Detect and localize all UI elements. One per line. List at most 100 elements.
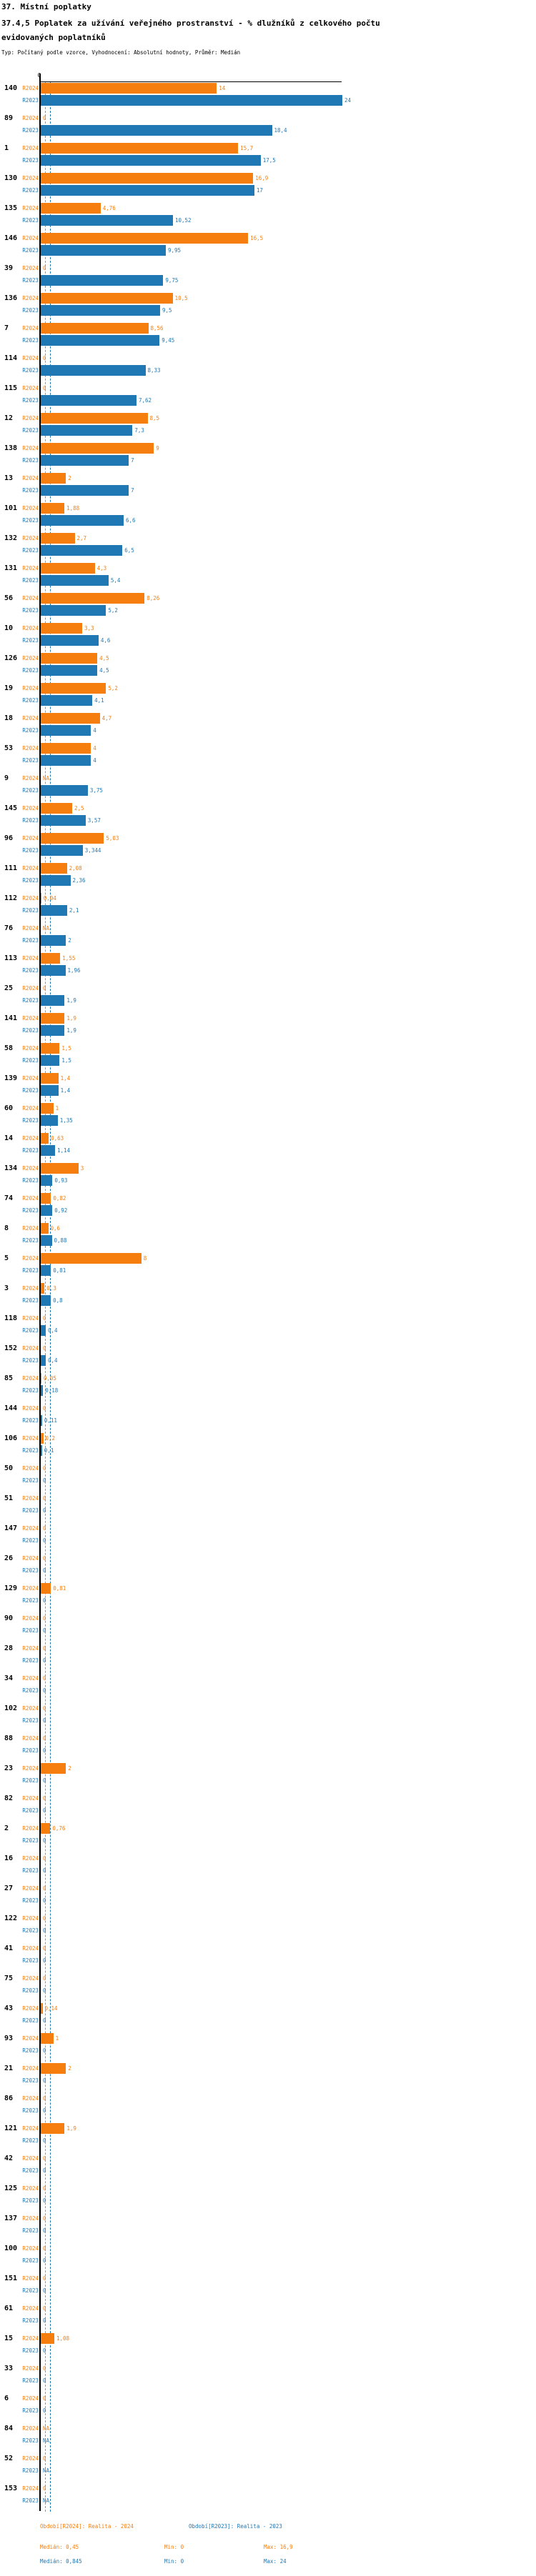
row-id-label: 118	[4, 1314, 18, 1322]
chart-group: 126 R2024 4,5 R2023 4,5	[0, 653, 536, 676]
value-label-r2024: 1,88	[66, 505, 80, 511]
row-id-label: 51	[4, 1494, 14, 1502]
value-label-r2024: 0	[43, 1465, 46, 1472]
chart-group: 34 R2024 0 R2023 0	[0, 1673, 536, 1696]
value-label-r2024: 3	[80, 1165, 84, 1172]
bar-r2023	[41, 1175, 53, 1186]
series-label-r2024: R2024	[22, 835, 39, 842]
bar-r2024	[41, 743, 91, 754]
value-label-r2023: 0	[43, 1777, 46, 1784]
series-label-r2023: R2023	[22, 817, 39, 824]
bar-r2023	[41, 545, 123, 556]
value-label-r2023: 0,8	[53, 1297, 63, 1304]
value-label-r2024: 0	[43, 2245, 46, 2252]
series-label-r2023: R2023	[22, 487, 39, 494]
bar-r2024	[41, 1583, 51, 1594]
value-label-r2024: 4,5	[99, 655, 109, 662]
series-label-r2023: R2023	[22, 2347, 39, 2354]
value-label-r2023: 0	[43, 1477, 46, 1484]
value-label-r2023: 4,1	[94, 697, 104, 704]
row-id-label: 106	[4, 1434, 18, 1442]
chart-group: 100 R2024 0 R2023 0	[0, 2243, 536, 2266]
value-label-r2024: 0	[43, 1795, 46, 1802]
value-label-r2024: 0,6	[50, 1225, 61, 1232]
bar-r2023	[41, 815, 86, 826]
bar-r2023	[41, 305, 160, 316]
value-label-r2023: 0	[43, 1507, 46, 1514]
axis-zero-label: 0	[36, 72, 43, 79]
row-id-label: 126	[4, 654, 18, 662]
series-label-r2023: R2023	[22, 1927, 39, 1934]
row-id-label: 42	[4, 2155, 14, 2162]
series-label-r2024: R2024	[22, 1765, 39, 1772]
value-label-r2024: 5,2	[108, 685, 118, 692]
series-label-r2024: R2024	[22, 2245, 39, 2252]
series-label-r2023: R2023	[22, 1087, 39, 1094]
series-label-r2024: R2024	[22, 2395, 39, 2402]
bar-r2024	[41, 2033, 54, 2044]
row-id-label: 130	[4, 174, 18, 182]
report-subtitle: 37.4,5 Poplatek za užívání veřejného pro…	[1, 19, 380, 42]
value-label-r2024: 9	[156, 445, 159, 451]
chart-group: 56 R2024 8,26 R2023 5,2	[0, 593, 536, 616]
bar-r2023	[41, 935, 66, 946]
series-label-r2024: R2024	[22, 1405, 39, 1412]
value-label-r2023: 7,3	[134, 427, 144, 434]
row-id-label: 3	[4, 1284, 9, 1292]
chart-group: 153 R2024 0 R2023 NA	[0, 2483, 536, 2506]
series-label-r2023: R2023	[22, 1297, 39, 1304]
value-label-r2023: 0	[43, 1747, 46, 1754]
row-id-label: 6	[4, 2395, 9, 2402]
series-label-r2024: R2024	[22, 925, 39, 932]
series-label-r2024: R2024	[22, 955, 39, 962]
series-label-r2024: R2024	[22, 2035, 39, 2042]
row-id-label: 115	[4, 384, 18, 392]
series-label-r2023: R2023	[22, 1777, 39, 1784]
value-label-r2024: 0	[43, 2305, 46, 2312]
chart-group: 90 R2024 0 R2023 0	[0, 1613, 536, 1636]
series-label-r2024: R2024	[22, 1255, 39, 1262]
value-label-r2024: 0	[43, 1945, 46, 1952]
row-id-label: 111	[4, 864, 18, 872]
row-id-label: 113	[4, 954, 18, 962]
row-id-label: 136	[4, 294, 18, 302]
row-id-label: 132	[4, 534, 18, 542]
series-label-r2023: R2023	[22, 847, 39, 854]
series-label-r2023: R2023	[22, 2287, 39, 2294]
value-label-r2023: 0	[43, 2017, 46, 2024]
value-label-r2024: 0	[43, 1555, 46, 1562]
series-label-r2023: R2023	[22, 1567, 39, 1574]
value-label-r2024: 2	[68, 1765, 71, 1772]
series-label-r2023: R2023	[22, 1417, 39, 1424]
chart-group: 12 R2024 8,5 R2023 7,3	[0, 413, 536, 436]
value-label-r2024: 2,7	[76, 535, 87, 541]
value-label-r2024: 0	[43, 1915, 46, 1922]
bar-r2023	[41, 155, 261, 166]
chart-group: 75 R2024 0 R2023 0	[0, 1973, 536, 1996]
value-label-r2023: 0	[43, 2287, 46, 2294]
min-stat-r2023: Min: 0	[164, 2558, 184, 2565]
chart-group: 84 R2024 NA R2023 NA	[0, 2423, 536, 2446]
chart-group: 16 R2024 0 R2023 0	[0, 1853, 536, 1876]
value-label-r2024: 2	[68, 475, 71, 481]
row-id-label: 18	[4, 714, 14, 722]
row-id-label: 122	[4, 1914, 18, 1922]
series-label-r2023: R2023	[22, 1477, 39, 1484]
chart-group: 134 R2024 3 R2023 0,93	[0, 1163, 536, 1186]
value-label-r2024: 4,76	[102, 205, 116, 211]
series-label-r2023: R2023	[22, 607, 39, 614]
chart-group: 14 R2024 0,63 R2023 1,14	[0, 1133, 536, 1156]
bar-r2023	[41, 1385, 44, 1396]
chart-group: 58 R2024 1,5 R2023 1,5	[0, 1043, 536, 1066]
series-label-r2024: R2024	[22, 715, 39, 722]
series-label-r2024: R2024	[22, 1225, 39, 1232]
bar-r2024	[41, 713, 100, 724]
row-id-label: 135	[4, 204, 18, 212]
row-id-label: 86	[4, 2095, 14, 2102]
chart-group: 25 R2024 0 R2023 1,9	[0, 983, 536, 1006]
value-label-r2024: 0,14	[44, 2005, 58, 2012]
report-title: 37. Místní poplatky	[1, 2, 91, 11]
row-id-label: 1	[4, 144, 9, 152]
series-label-r2024: R2024	[22, 235, 39, 241]
max-stat-r2023: Max: 24	[264, 2558, 287, 2565]
